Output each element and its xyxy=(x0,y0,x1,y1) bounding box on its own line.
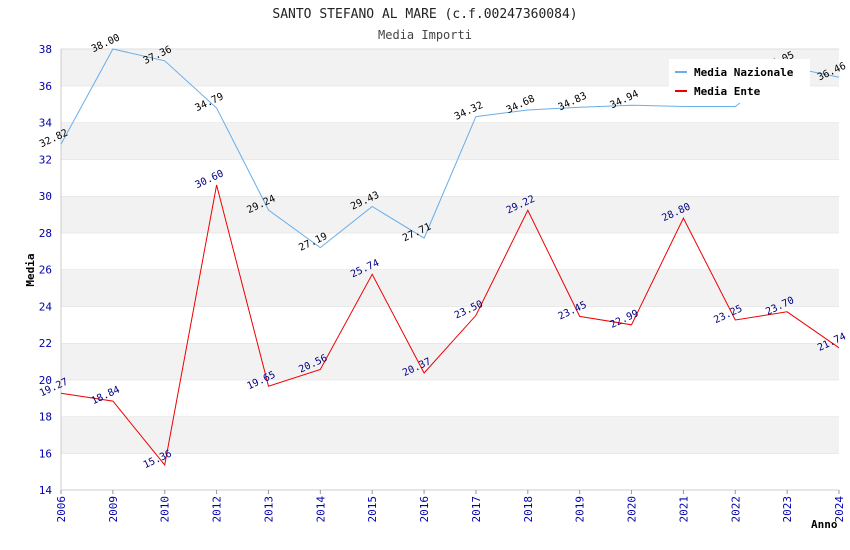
x-tick-label: 2006 xyxy=(55,496,68,523)
grid-band xyxy=(61,269,839,307)
x-tick-label: 2024 xyxy=(833,496,846,523)
x-tick-label: 2010 xyxy=(159,496,172,523)
legend-entry: Media Nazionale xyxy=(694,66,794,79)
x-tick-label: 2017 xyxy=(470,496,483,523)
x-axis-ticks: 2006 2009 2010 2012 2013 2014 2015 2016 2017 2018… xyxy=(55,490,846,523)
grid-band xyxy=(61,416,839,454)
legend: Media Nazionale Media Ente xyxy=(669,59,810,103)
series-line-media-nazionale xyxy=(60,48,840,249)
legend-entry: Media Ente xyxy=(694,85,761,98)
x-tick-label: 2018 xyxy=(522,496,535,523)
x-tick-label: 2016 xyxy=(418,496,431,523)
y-tick-label: 36 xyxy=(39,80,52,93)
y-tick-label: 26 xyxy=(39,264,52,277)
y-tick-label: 14 xyxy=(39,484,53,497)
y-tick-label: 22 xyxy=(39,337,52,350)
y-tick-label: 32 xyxy=(39,153,52,166)
x-tick-label: 2021 xyxy=(677,496,690,523)
grid-band xyxy=(61,453,839,490)
grid-band xyxy=(61,196,839,233)
y-tick-label: 18 xyxy=(39,411,52,424)
x-axis-label: Anno xyxy=(811,518,838,531)
x-tick-label: 2020 xyxy=(626,496,639,523)
x-tick-label: 2015 xyxy=(366,496,379,523)
y-tick-label: 30 xyxy=(39,190,52,203)
x-tick-label: 2014 xyxy=(314,496,327,523)
grid-bands xyxy=(60,48,839,491)
y-tick-label: 28 xyxy=(39,227,52,240)
chart-title: SANTO STEFANO AL MARE (c.f.00247360084) xyxy=(272,7,577,22)
x-tick-label: 2013 xyxy=(262,496,275,523)
x-tick-label: 2019 xyxy=(574,496,587,523)
grid-band xyxy=(61,232,839,270)
x-tick-label: 2009 xyxy=(107,496,120,523)
x-tick-label: 2023 xyxy=(781,496,794,523)
y-tick-label: 20 xyxy=(39,374,52,387)
chart-subtitle: Media Importi xyxy=(378,28,472,42)
y-axis-label: Media xyxy=(24,253,37,286)
grid-band xyxy=(61,379,839,417)
x-tick-label: 2022 xyxy=(729,496,742,523)
grid-band xyxy=(61,343,839,380)
y-tick-label: 38 xyxy=(39,43,52,56)
y-axis-ticks: 14 16 18 20 22 24 26 28 30 32 34 36 38 xyxy=(39,43,53,497)
x-tick-label: 2012 xyxy=(211,496,224,523)
y-tick-label: 34 xyxy=(39,117,53,130)
y-tick-label: 24 xyxy=(39,300,53,313)
legend-box xyxy=(669,59,810,103)
y-tick-label: 16 xyxy=(39,447,52,460)
series-line-media-ente xyxy=(60,184,840,467)
grid-band xyxy=(61,122,839,160)
